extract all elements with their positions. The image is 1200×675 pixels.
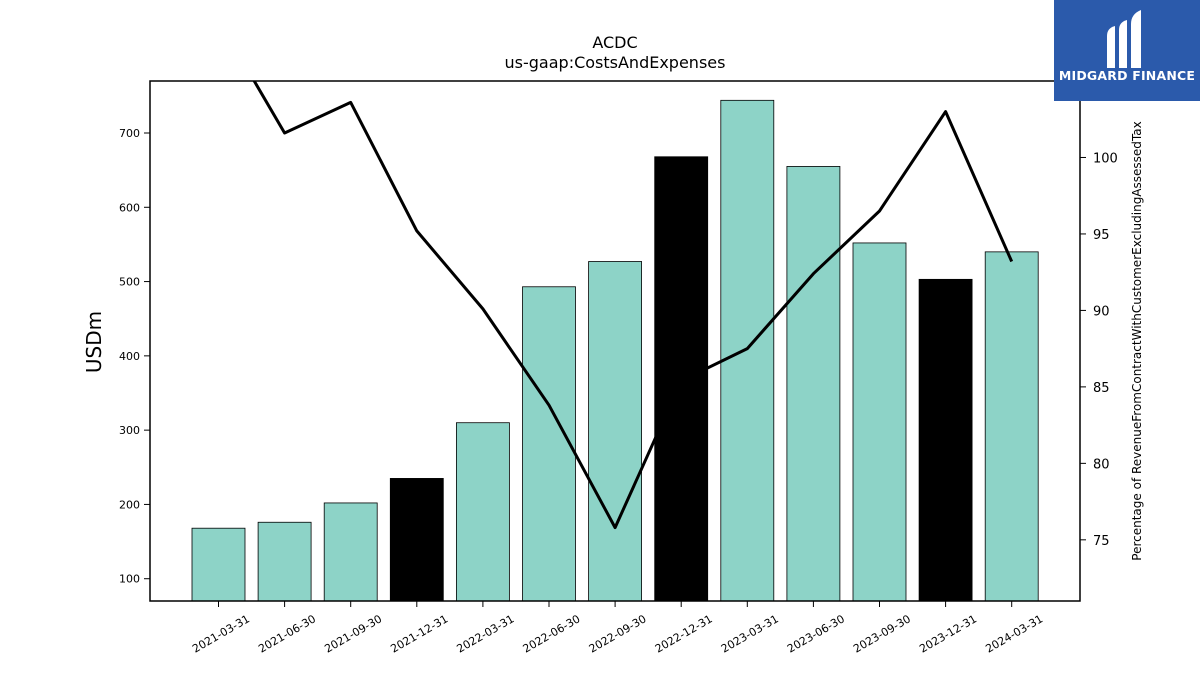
bar bbox=[918, 278, 973, 602]
chart-title: ACDC bbox=[592, 33, 637, 52]
x-tick-label: 2021-12-31 bbox=[388, 612, 450, 655]
x-tick-label: 2023-03-31 bbox=[719, 612, 781, 655]
line-series-group bbox=[252, 81, 1014, 530]
line-series bbox=[252, 81, 1014, 530]
logo-mark-icon bbox=[1107, 10, 1141, 68]
y-tick-label: 200 bbox=[119, 498, 140, 511]
x-tick-label: 2021-06-30 bbox=[256, 612, 318, 655]
logo-text: MIDGARD FINANCE bbox=[1058, 68, 1196, 83]
x-tick-label: 2023-09-30 bbox=[851, 612, 913, 655]
y-tick-label: 500 bbox=[119, 276, 140, 289]
x-tick-label: 2024-03-31 bbox=[983, 612, 1045, 655]
bar bbox=[522, 286, 576, 602]
y2-tick-label: 95 bbox=[1093, 228, 1110, 243]
chart-subtitle: us-gaap:CostsAndExpenses bbox=[505, 53, 726, 72]
x-tick-label: 2022-09-30 bbox=[587, 612, 649, 655]
y2-tick-label: 90 bbox=[1093, 304, 1110, 319]
bar bbox=[455, 422, 510, 602]
x-tick-label: 2023-12-31 bbox=[917, 612, 979, 655]
y2-axis-label: Percentage of RevenueFromContractWithCus… bbox=[1130, 121, 1144, 560]
bar bbox=[588, 261, 642, 602]
bar-series bbox=[191, 99, 1039, 602]
y-tick-label: 100 bbox=[119, 573, 140, 586]
x-tick-label: 2023-06-30 bbox=[785, 612, 847, 655]
brand-logo: MIDGARD FINANCE bbox=[1054, 0, 1200, 101]
bar bbox=[257, 521, 312, 602]
x-tick-label: 2022-03-31 bbox=[455, 612, 517, 655]
y2-tick-label: 80 bbox=[1093, 457, 1110, 472]
bar bbox=[389, 478, 444, 602]
bar bbox=[654, 156, 709, 602]
y-axis-label: USDm bbox=[82, 311, 106, 373]
y-tick-label: 400 bbox=[119, 350, 140, 363]
y2-tick-label: 100 bbox=[1093, 151, 1118, 166]
x-tick-label: 2022-06-30 bbox=[521, 612, 583, 655]
y-tick-label: 600 bbox=[119, 201, 140, 214]
y2-tick-label: 85 bbox=[1093, 381, 1110, 396]
x-tick-label: 2021-09-30 bbox=[322, 612, 384, 655]
y-tick-label: 700 bbox=[119, 127, 140, 140]
bar bbox=[852, 242, 907, 602]
y-tick-label: 300 bbox=[119, 424, 140, 437]
bar bbox=[984, 251, 1039, 602]
bar bbox=[786, 166, 841, 602]
x-tick-label: 2021-03-31 bbox=[190, 612, 252, 655]
bar bbox=[323, 502, 378, 602]
y2-tick-label: 75 bbox=[1093, 534, 1110, 549]
x-tick-label: 2022-12-31 bbox=[653, 612, 715, 655]
bar bbox=[191, 527, 246, 602]
bar bbox=[720, 99, 775, 602]
